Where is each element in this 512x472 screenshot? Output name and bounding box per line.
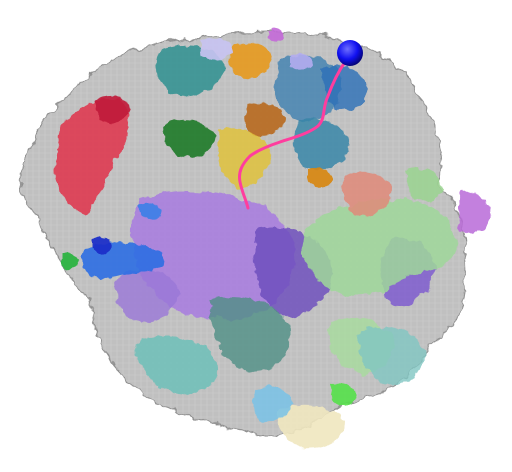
- pink-trace: [238, 60, 347, 210]
- magenta-accent: [268, 28, 284, 42]
- lavender-subunit: [200, 37, 312, 71]
- blue-sphere: [337, 40, 363, 66]
- bottom-subunits: [62, 253, 356, 449]
- salmon-subunit: [342, 171, 392, 217]
- orange-brown-yellow-cluster: [218, 42, 332, 189]
- dark-green-subunit: [163, 119, 215, 158]
- teal-subunits-bottom: [135, 296, 425, 395]
- blue-chain: [80, 203, 164, 279]
- red-subunit: [55, 95, 130, 215]
